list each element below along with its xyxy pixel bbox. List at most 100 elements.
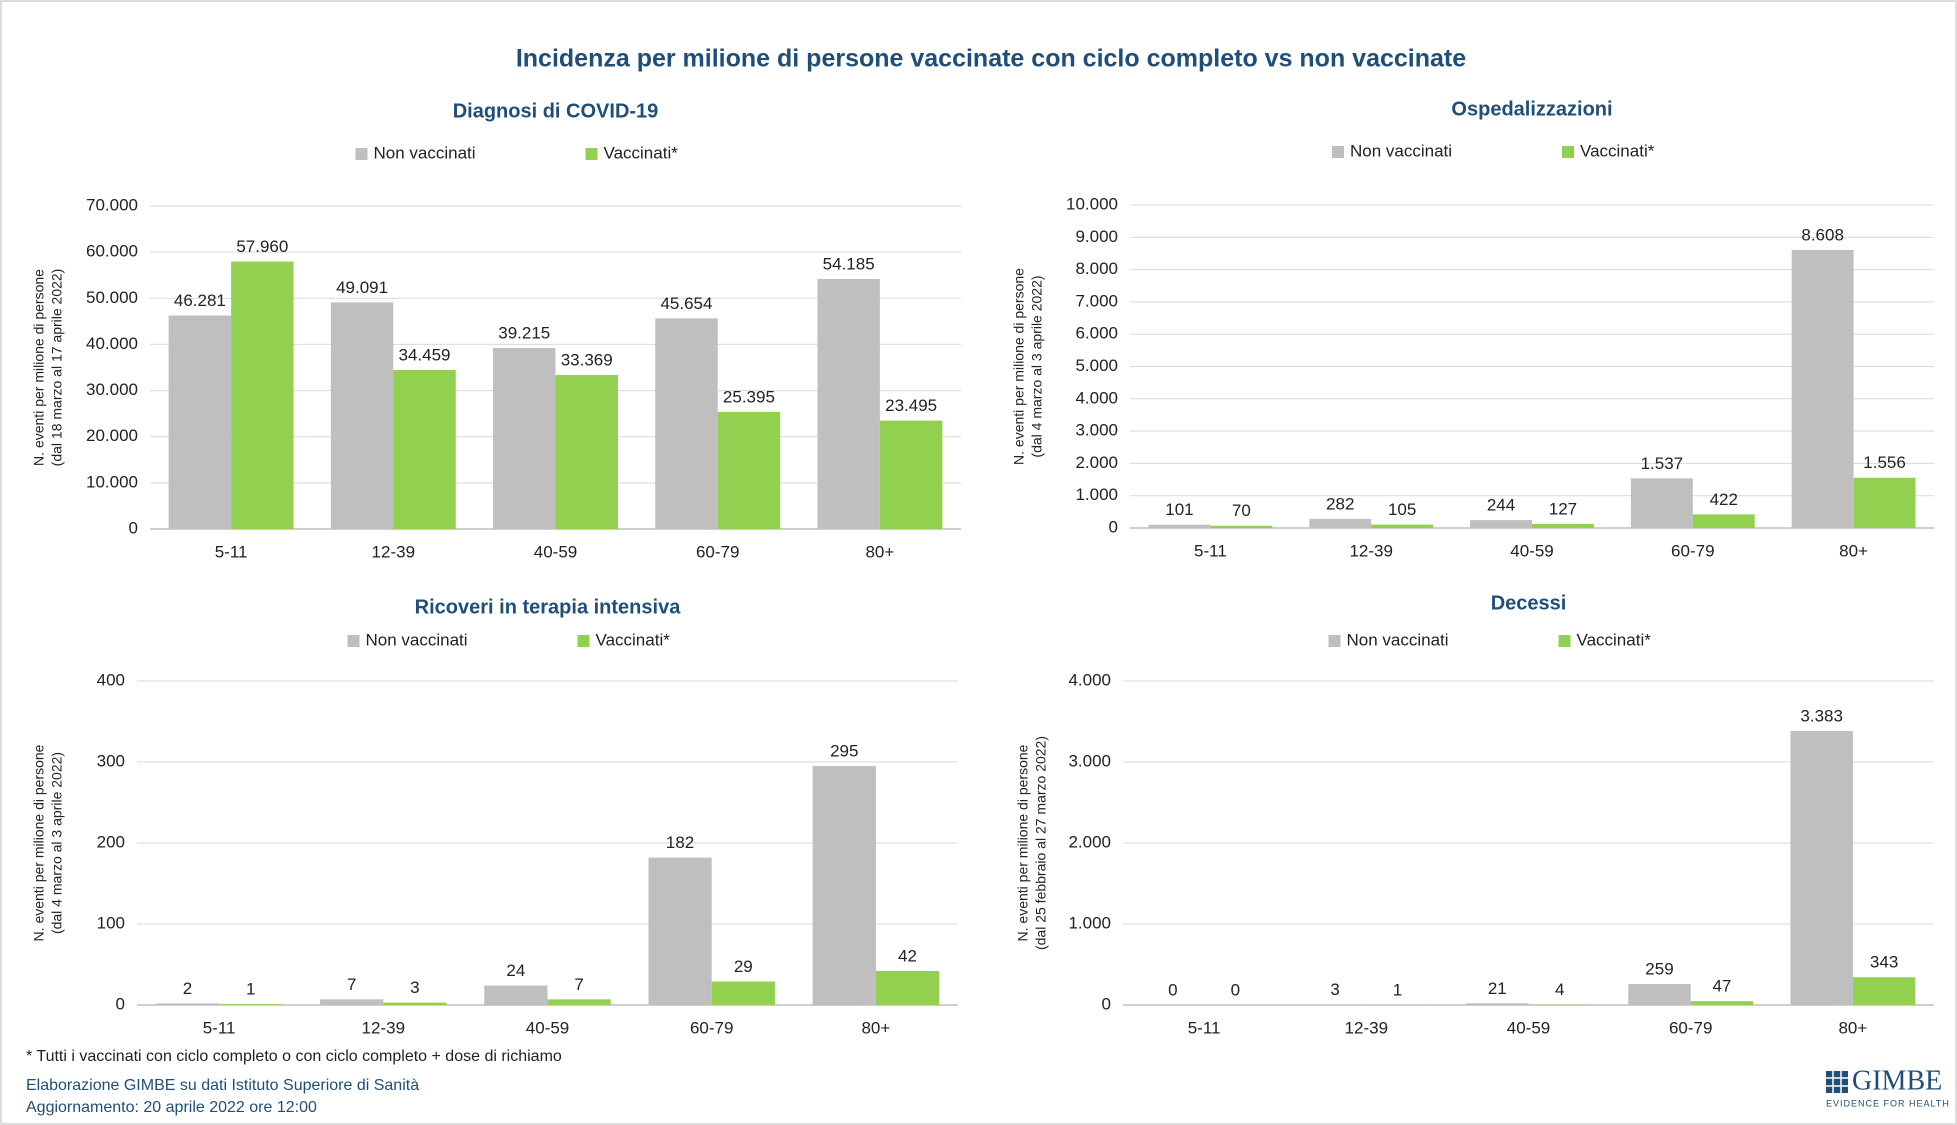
data-label: 182 [666,833,694,852]
data-label: 25.395 [723,387,775,406]
y-tick-label: 0 [1102,994,1111,1013]
y-tick-label: 4.000 [1075,388,1118,407]
logo-name: GIMBE [1852,1065,1942,1096]
x-tick-label: 80+ [1838,1018,1867,1037]
bar [648,857,712,1005]
x-tick-label: 12-39 [1349,541,1392,560]
data-label: 33.369 [561,351,613,370]
y-tick-label: 3.000 [1075,421,1118,440]
legend-label: Vaccinati* [1580,141,1655,160]
x-tick-label: 5-11 [215,542,248,561]
chart-title: Decessi [1491,592,1567,614]
y-axis-label: (dal 25 febbraio al 27 marzo 2022) [1033,736,1049,950]
y-tick-label: 400 [97,670,125,689]
bar [1790,730,1853,1005]
bar [1470,520,1532,528]
y-axis-label: N. eventi per milione di persone [31,269,47,466]
y-tick-label: 10.000 [86,472,138,491]
data-label: 3 [1330,980,1339,999]
update: Aggiornamento: 20 aprile 2022 ore 12:00 [26,1099,317,1116]
bar [1852,977,1916,1005]
bar [1371,524,1434,528]
x-tick-label: 12-39 [362,1018,405,1037]
data-label: 259 [1645,960,1673,979]
data-label: 7 [347,975,356,994]
bar [555,375,618,529]
y-tick-label: 4.000 [1068,670,1111,689]
logo-icon [1826,1071,1848,1093]
bar [812,766,876,1005]
legend-swatch [585,148,598,160]
logo-tagline: EVIDENCE FOR HEALTH [1826,1098,1950,1108]
bar [393,369,456,529]
data-label: 39.215 [498,324,550,343]
y-tick-label: 300 [97,751,125,770]
chart-title: Ricoveri in terapia intensiva [415,596,682,618]
y-tick-label: 20.000 [86,426,138,445]
data-label: 1.556 [1863,453,1906,472]
data-label: 49.091 [336,278,388,297]
x-tick-label: 40-59 [1510,541,1553,560]
x-tick-label: 60-79 [1671,541,1714,560]
bar [1630,478,1693,528]
data-label: 2 [183,979,192,998]
data-label: 101 [1165,500,1193,519]
y-tick-label: 6.000 [1075,324,1118,343]
data-label: 1.537 [1641,454,1684,473]
y-tick-label: 10.000 [1066,194,1118,213]
chart-title: Ospedalizzazioni [1451,98,1612,120]
bar [817,278,880,529]
y-axis-label: N. eventi per milione di persone [1015,744,1031,941]
x-tick-label: 12-39 [372,542,415,561]
legend-label: Non vaccinati [1347,630,1449,649]
data-label: 23.495 [885,396,937,415]
chart-title: Diagnosi di COVID-19 [453,100,659,122]
bar [330,302,394,529]
data-label: 57.960 [236,237,288,256]
data-label: 105 [1388,500,1416,519]
bar [219,1004,283,1005]
data-label: 46.281 [174,291,226,310]
y-tick-label: 70.000 [86,195,138,214]
logo-icon-grid [1826,1071,1848,1093]
y-tick-label: 2.000 [1068,832,1111,851]
x-tick-label: 12-39 [1345,1018,1388,1037]
data-label: 127 [1549,499,1577,518]
x-tick-label: 40-59 [526,1018,569,1037]
x-tick-label: 40-59 [1507,1018,1550,1037]
data-label: 244 [1487,496,1515,515]
bar [717,411,781,529]
bar [711,981,775,1005]
legend-label: Non vaccinati [374,143,476,162]
data-label: 282 [1326,494,1354,513]
legend-swatch [1558,635,1571,647]
bar [1210,525,1273,528]
footnote: * Tutti i vaccinati con ciclo completo o… [26,1048,562,1065]
legend-swatch [1562,146,1574,158]
data-label: 4 [1555,980,1564,999]
bar [1853,477,1916,528]
y-tick-label: 30.000 [86,380,138,399]
data-label: 422 [1710,490,1738,509]
y-tick-label: 1.000 [1075,485,1118,504]
data-label: 0 [1168,980,1177,999]
logo: GIMBE EVIDENCE FOR HEALTH [1826,1065,1950,1108]
legend-label: Vaccinati* [604,143,679,162]
x-tick-label: 5-11 [203,1018,236,1037]
bar [1690,1001,1754,1005]
y-axis-label: (dal 4 marzo al 3 aprile 2022) [49,752,65,934]
data-label: 1 [1393,980,1402,999]
bar [1791,249,1854,528]
data-label: 0 [1231,980,1240,999]
bar [484,985,548,1005]
legend-label: Non vaccinati [366,630,468,649]
y-tick-label: 9.000 [1075,227,1118,246]
bar [1628,984,1691,1005]
bar [320,999,384,1005]
y-tick-label: 0 [1109,517,1118,536]
legend-label: Vaccinati* [596,630,671,649]
y-axis-label: (dal 4 marzo al 3 aprile 2022) [1029,275,1045,457]
y-tick-label: 100 [97,913,125,932]
data-label: 54.185 [823,254,875,273]
bar [155,1003,220,1005]
